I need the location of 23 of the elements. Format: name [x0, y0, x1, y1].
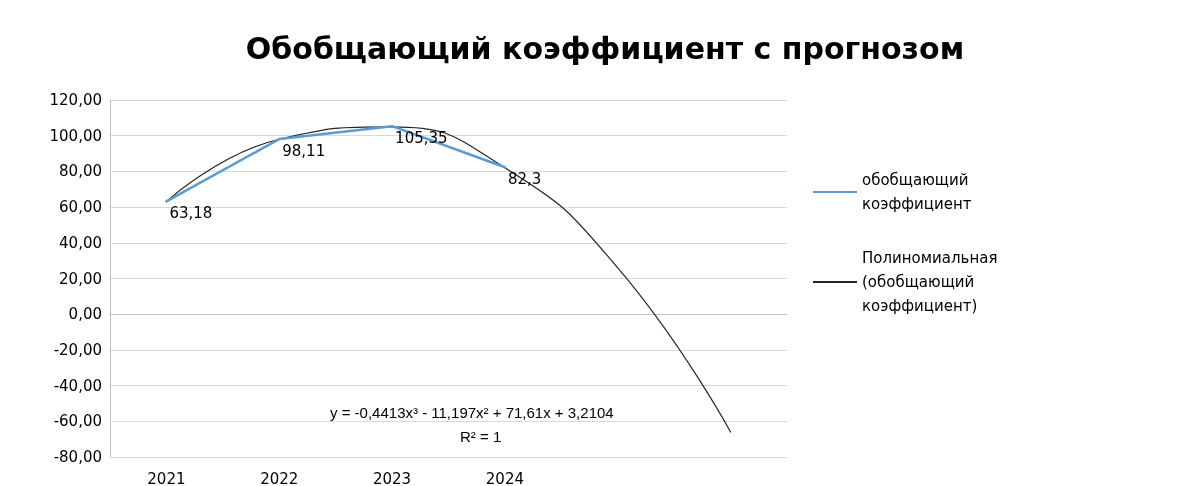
line-series: [165, 124, 507, 203]
x-tick-label: 2022: [260, 469, 299, 486]
x-tick-label: 2024: [485, 469, 525, 486]
chart-title: Обобщающий коэффициент с прогнозом: [245, 30, 965, 66]
y-tick-label: 100,00: [49, 126, 102, 145]
y-tick-label: 80,00: [59, 162, 102, 181]
data-label: 63,18: [169, 204, 213, 223]
legend-label: обобщающий коэффициент: [862, 171, 974, 213]
y-tick-label: 120,00: [49, 91, 102, 109]
y-tick-label: 20,00: [59, 269, 102, 288]
y-tick-label: 0,00: [68, 305, 102, 324]
data-label: 98,11: [282, 142, 326, 161]
y-tick-label: -20,00: [53, 340, 102, 359]
x-tick-label: 2021: [147, 469, 186, 486]
annotation: R² = 1: [460, 428, 502, 445]
y-tick-label: 60,00: [59, 198, 102, 217]
y-tick-label: -80,00: [53, 448, 102, 466]
y-tick-label: -40,00: [53, 376, 102, 395]
y-tick-label: 40,00: [59, 233, 102, 252]
annotation: y = -0,4413x³ - 11,197x² + 71,61x + 3,2104: [330, 404, 614, 421]
y-tick-label: -60,00: [53, 412, 102, 431]
legend-label: Полиномиальная (обобщающий коэффициент): [862, 249, 1003, 315]
x-tick-label: 2023: [372, 469, 412, 486]
